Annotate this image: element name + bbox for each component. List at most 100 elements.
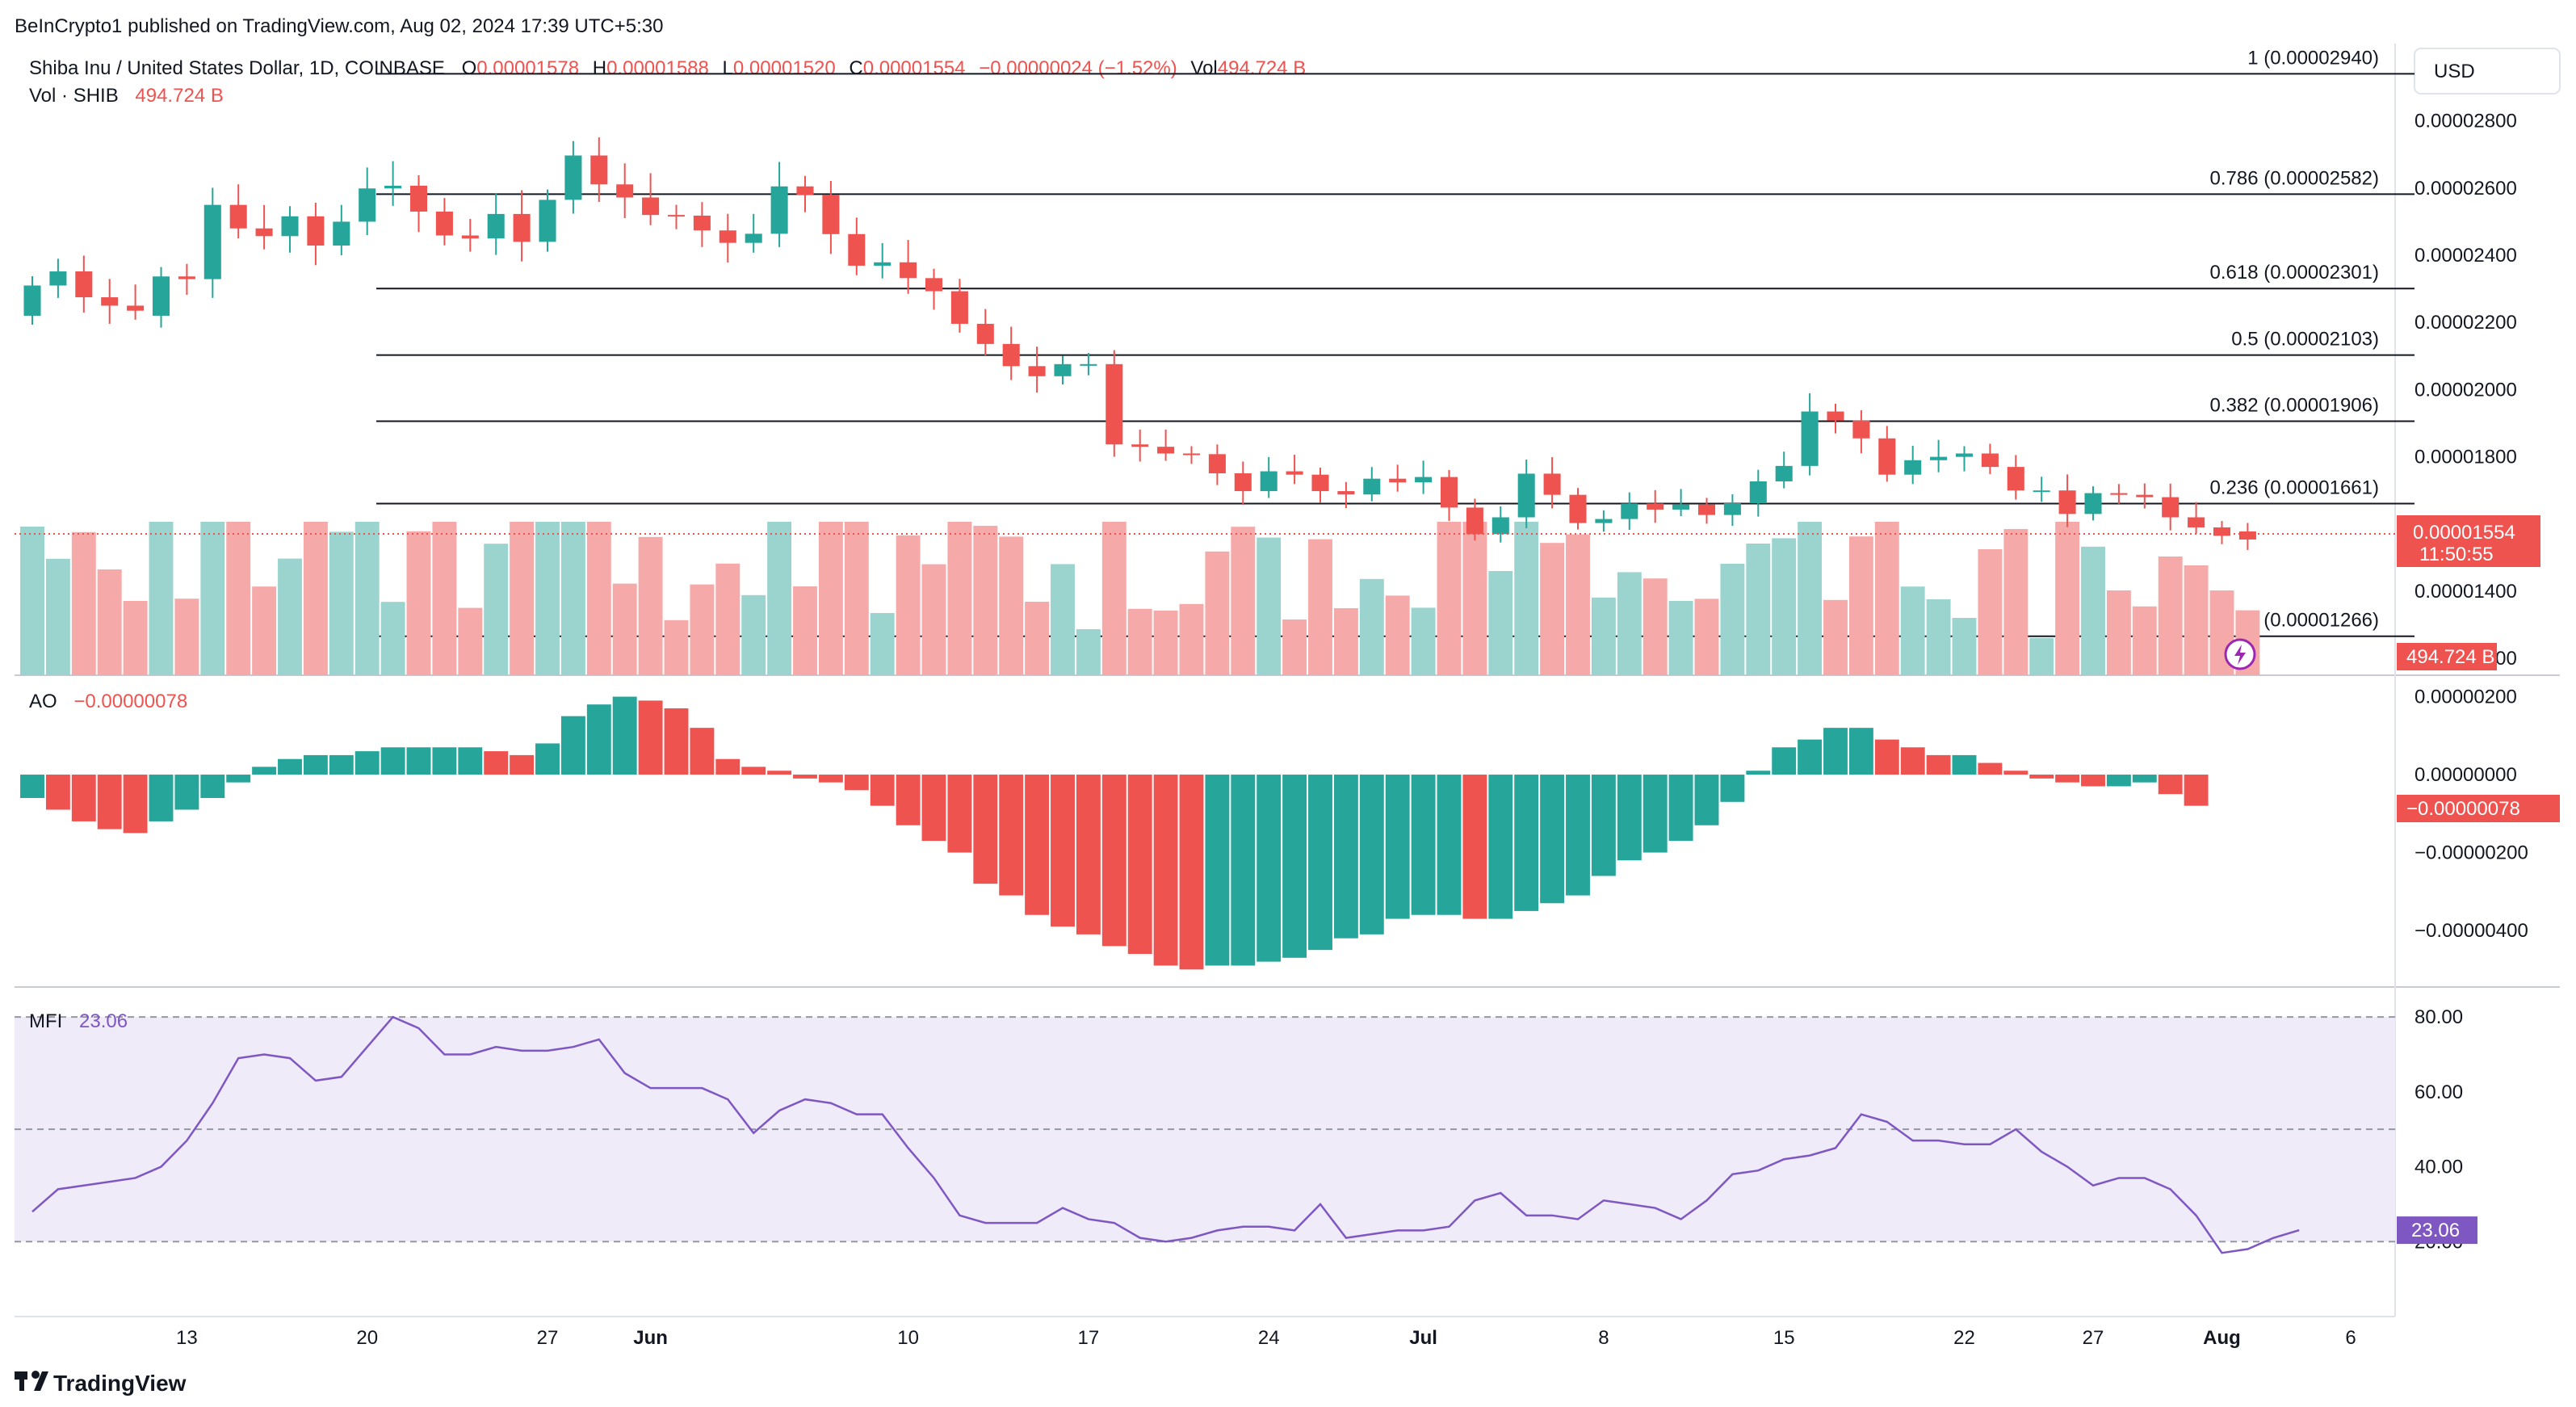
ao-bar — [1359, 775, 1384, 934]
candle-body — [925, 278, 943, 292]
ao-bar — [2081, 775, 2105, 787]
ao-bar — [1591, 775, 1616, 876]
currency-button[interactable] — [2414, 48, 2561, 94]
mfi-axis-tick: 60.00 — [2414, 1082, 2463, 1103]
time-axis[interactable]: 13 20 27 Jun 10 17 24 Jul 8 15 22 27 Aug 6 — [176, 1327, 2356, 1349]
volume-bar — [1127, 608, 1152, 675]
volume-bar — [1385, 595, 1410, 675]
candle-body — [487, 213, 505, 239]
candle-body — [1647, 503, 1664, 510]
candle-body — [1080, 363, 1097, 366]
price-axis-tick: 0.00002400 — [2414, 245, 2517, 267]
candle-body — [2238, 531, 2256, 540]
time-axis-tick: 27 — [537, 1327, 559, 1349]
volume-bar — [1462, 522, 1487, 675]
ao-bar — [1514, 775, 1539, 911]
volume-bar — [1333, 608, 1358, 675]
volume-bar — [71, 531, 96, 675]
volume-bar — [1978, 549, 2003, 675]
volume-bar — [1643, 578, 1668, 675]
volume-bar — [896, 535, 921, 675]
svg-text:Vol · SHIB 494.724 B: Vol · SHIB 494.724 B — [29, 85, 224, 107]
price-axis[interactable]: 0.000012000.000014000.000016000.00001800… — [2414, 111, 2517, 670]
ao-bar — [844, 775, 869, 791]
ao-value: −0.00000078 — [73, 691, 187, 712]
ao-bar — [973, 775, 998, 884]
ao-bar — [458, 747, 483, 775]
volume-bar — [1798, 522, 1823, 675]
candle-body — [1981, 453, 1999, 468]
volume-bar — [1591, 597, 1616, 675]
volume-bar — [1926, 599, 1951, 675]
ao-bar — [329, 754, 354, 775]
candle-body — [1955, 453, 1974, 457]
ao-bar — [45, 775, 70, 810]
ao-bar — [535, 743, 560, 775]
ao-bar — [1694, 775, 1719, 825]
mfi-axis-tick: 40.00 — [2414, 1157, 2463, 1178]
candle-body — [1002, 343, 1020, 367]
ao-bar — [1205, 775, 1230, 966]
volume-bar — [741, 594, 766, 675]
volume-bar — [226, 522, 251, 675]
mfi-value: 23.06 — [79, 1010, 128, 1032]
candle-body — [796, 186, 814, 195]
candle-body — [1878, 438, 1896, 475]
candle-body — [513, 213, 531, 242]
volume-bar — [2003, 529, 2028, 675]
ao-tag[interactable] — [2397, 795, 2560, 822]
ao-bar — [767, 771, 792, 775]
ao-bar — [406, 747, 431, 775]
ao-bar — [1848, 728, 1873, 775]
candle-body — [152, 276, 170, 316]
volume-bar — [380, 602, 405, 675]
candle-body — [745, 233, 762, 243]
candle-body — [719, 230, 736, 243]
ao-bar — [560, 716, 585, 775]
high-value: 0.00001588 — [606, 57, 709, 79]
ao-bar — [896, 775, 921, 825]
time-axis-tick: 17 — [1078, 1327, 1100, 1349]
candle-body — [1930, 456, 1948, 460]
fib-level-label: 0.5 (0.00002103) — [2231, 329, 2379, 351]
ao-histogram — [20, 696, 2209, 970]
ao-bar — [20, 775, 44, 798]
volume-bar — [1308, 539, 1332, 675]
candle-body — [1697, 504, 1716, 515]
time-axis-tick: 6 — [2345, 1327, 2356, 1349]
ao-bar — [690, 728, 715, 775]
volume-bar — [200, 522, 225, 675]
ao-bar — [1308, 775, 1332, 951]
ao-bar — [1333, 775, 1358, 939]
tradingview-logo[interactable]: TradingView — [15, 1371, 187, 1396]
volume-bar — [45, 558, 70, 675]
candle-body — [1621, 503, 1638, 519]
candle-body — [101, 297, 119, 306]
candle-body — [178, 276, 195, 279]
last-price-tag-value: 0.00001554 — [2413, 522, 2515, 544]
candle-body — [2136, 494, 2154, 498]
volume-bar — [355, 522, 380, 675]
candle-body — [693, 215, 711, 231]
time-axis-tick: 8 — [1598, 1327, 1609, 1349]
candle-body — [1208, 454, 1226, 474]
ao-bar — [2158, 775, 2183, 795]
volume-bar — [1025, 602, 1050, 675]
volume-tag[interactable] — [2397, 643, 2497, 670]
volume-bar — [1153, 611, 1178, 675]
ao-tag-value: −0.00000078 — [2406, 798, 2520, 820]
candle-body — [435, 211, 453, 236]
ao-bar — [1566, 775, 1590, 896]
candle-body — [1801, 411, 1819, 466]
candle-body — [281, 216, 299, 237]
time-axis-tick: 24 — [1258, 1327, 1280, 1349]
last-price-tag[interactable] — [2397, 515, 2540, 567]
candle-body — [1363, 478, 1381, 495]
candle-body — [1389, 478, 1407, 483]
ao-bar — [71, 775, 96, 821]
ao-bar — [252, 766, 277, 775]
volume-bar — [921, 564, 946, 675]
ao-axis[interactable]: 0.00000200 0.00000000 −0.00000200 −0.000004… — [2414, 687, 2528, 943]
volume-bar — [586, 522, 611, 675]
